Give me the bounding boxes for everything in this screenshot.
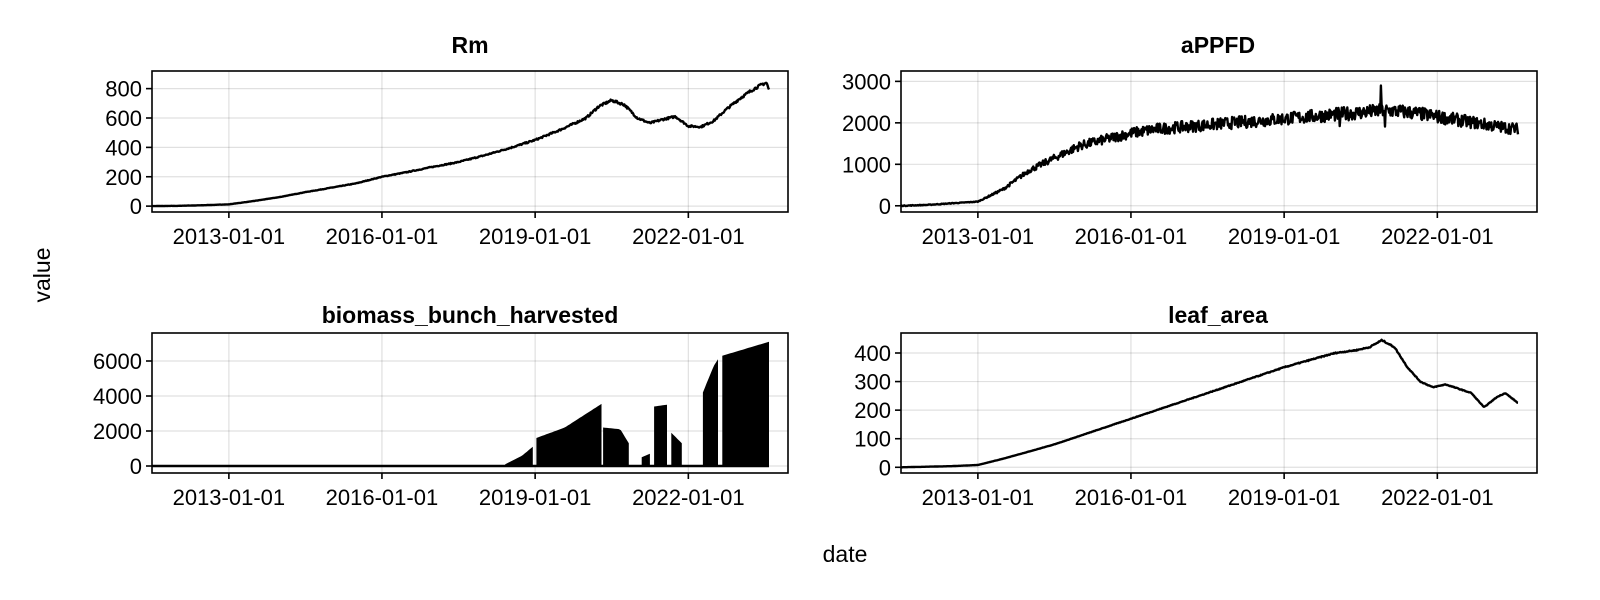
x-tick-label: 2016-01-01 xyxy=(1075,224,1188,249)
plot-frame xyxy=(151,332,789,474)
harvest-bar-group xyxy=(603,427,629,466)
panel-rm: Rm 2013-01-01 2016-01-01 2019-01-01 2022-01… xyxy=(105,32,789,249)
y-tick-label: 200 xyxy=(105,165,142,190)
y-tick-label: 100 xyxy=(854,427,891,452)
harvest-bar-group xyxy=(505,446,533,466)
data-series-line xyxy=(900,84,1520,208)
harvest-bar-group xyxy=(641,453,650,466)
x-axis-label: date xyxy=(823,541,868,567)
harvest-bar-group xyxy=(654,404,667,466)
panel-title-rm: Rm xyxy=(451,32,488,58)
harvest-bar-group xyxy=(671,432,682,466)
x-tick-label: 2016-01-01 xyxy=(1075,485,1188,510)
y-tick-label: 400 xyxy=(105,135,142,160)
x-tick-label: 2019-01-01 xyxy=(479,485,592,510)
plot-frame xyxy=(900,332,1538,474)
x-tick-label: 2013-01-01 xyxy=(173,224,286,249)
y-tick-label: 4000 xyxy=(93,384,142,409)
y-tick-label: 2000 xyxy=(842,111,891,136)
y-axis-label: value xyxy=(29,248,55,303)
y-tick-label: 3000 xyxy=(842,69,891,94)
x-tick-label: 2022-01-01 xyxy=(632,485,745,510)
data-series-line xyxy=(151,81,771,208)
harvest-bar-group xyxy=(536,403,602,466)
y-tick-label: 800 xyxy=(105,77,142,102)
y-tick-label: 0 xyxy=(130,454,142,479)
y-tick-label: 2000 xyxy=(93,419,142,444)
x-tick-label: 2019-01-01 xyxy=(1228,485,1341,510)
panel-title-appfd: aPPFD xyxy=(1181,32,1255,58)
y-tick-label: 0 xyxy=(130,194,142,219)
y-tick-label: 400 xyxy=(854,341,891,366)
x-tick-label: 2022-01-01 xyxy=(1381,485,1494,510)
panel-title-biomass-bunch-harvested: biomass_bunch_harvested xyxy=(322,302,619,328)
x-tick-label: 2013-01-01 xyxy=(922,485,1035,510)
x-tick-label: 2019-01-01 xyxy=(479,224,592,249)
y-tick-label: 200 xyxy=(854,398,891,423)
y-tick-label: 0 xyxy=(879,455,891,480)
panel-appfd: aPPFD 2013-01-01 2016-01-01 2019-01-01 2022… xyxy=(842,32,1538,249)
harvest-bar-group xyxy=(702,359,718,466)
y-tick-label: 6000 xyxy=(93,349,142,374)
harvest-bar-group xyxy=(722,341,769,466)
plot-frame xyxy=(151,70,789,213)
y-tick-label: 300 xyxy=(854,370,891,395)
panel-biomass-bunch-harvested: biomass_bunch_harvested 2013-01-01 2016-0… xyxy=(93,302,789,510)
x-tick-label: 2022-01-01 xyxy=(1381,224,1494,249)
panel-title-leaf-area: leaf_area xyxy=(1168,302,1268,328)
y-tick-label: 0 xyxy=(879,194,891,219)
x-tick-label: 2016-01-01 xyxy=(326,224,439,249)
x-tick-label: 2016-01-01 xyxy=(326,485,439,510)
data-series-line xyxy=(900,338,1519,469)
plot-frame xyxy=(900,70,1538,213)
panel-leaf-area: leaf_area 2013-01-01 2016-01-01 2019-01-01… xyxy=(854,302,1538,510)
y-tick-label: 1000 xyxy=(842,152,891,177)
x-tick-label: 2022-01-01 xyxy=(632,224,745,249)
x-tick-label: 2013-01-01 xyxy=(173,485,286,510)
x-tick-label: 2013-01-01 xyxy=(922,224,1035,249)
x-tick-label: 2019-01-01 xyxy=(1228,224,1341,249)
y-tick-label: 600 xyxy=(105,106,142,131)
